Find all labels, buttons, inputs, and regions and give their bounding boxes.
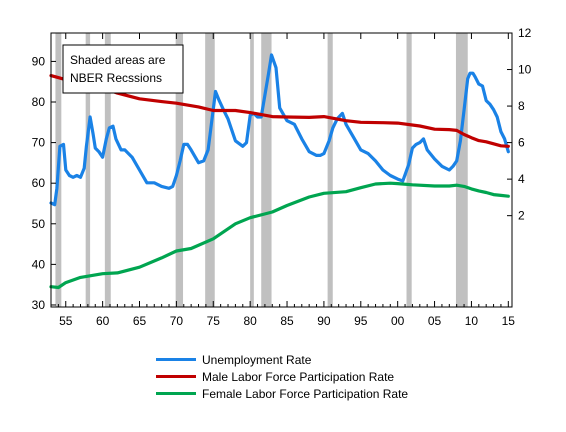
legend-label-unemployment: Unemployment Rate: [202, 352, 312, 367]
right-axis-label-6: 6: [518, 136, 525, 150]
left-axis-label-40: 40: [32, 257, 46, 271]
x-axis-label-95: 95: [354, 314, 368, 328]
series-lines: [49, 53, 510, 290]
left-axis-label-50: 50: [32, 217, 46, 231]
right-axis-label-10: 10: [518, 63, 532, 77]
x-axis-label-70: 70: [170, 314, 184, 328]
x-axis-label-05: 05: [428, 314, 442, 328]
recession-band-1: [85, 33, 91, 307]
x-axis-label-00: 00: [391, 314, 405, 328]
left-axis-label-90: 90: [32, 54, 46, 68]
series-line-0: [49, 53, 510, 207]
axes: 30 40 50 60 70 80 90 2 4 6 8 10 12 55 60 65 70 75 80 85 90 95…: [32, 26, 532, 328]
x-axis-label-60: 60: [96, 314, 110, 328]
left-axis-label-70: 70: [32, 136, 46, 150]
right-axis-label-4: 4: [518, 172, 525, 186]
recession-band-9: [455, 33, 468, 307]
recession-band-8: [406, 33, 412, 307]
recession-band-4: [205, 33, 215, 307]
legend-swatch-female-participation: [156, 392, 196, 395]
annotation-line-1: Shaded areas are: [70, 53, 166, 67]
series-line-2: [49, 181, 510, 290]
left-axis-label-80: 80: [32, 95, 46, 109]
x-axis-label-55: 55: [59, 314, 73, 328]
legend-swatch-male-participation: [156, 375, 196, 378]
left-axis-label-30: 30: [32, 298, 46, 312]
right-axis-label-8: 8: [518, 99, 525, 113]
legend-item-female-participation: Female Labor Force Participation Rate: [156, 385, 408, 402]
recession-band-2: [104, 33, 111, 307]
x-axis-label-85: 85: [280, 314, 294, 328]
plot-frame: [50, 32, 513, 308]
legend-label-male-participation: Male Labor Force Participation Rate: [202, 369, 395, 384]
x-axis-label-90: 90: [317, 314, 331, 328]
legend-label-female-participation: Female Labor Force Participation Rate: [202, 386, 409, 401]
recession-band-5: [250, 33, 254, 307]
right-axis-label-2: 2: [518, 209, 525, 223]
recession-band-6: [261, 33, 272, 307]
legend: Unemployment Rate Male Labor Force Parti…: [156, 351, 408, 402]
annotation-line-2: NBER Recssions: [70, 71, 162, 85]
x-axis-label-65: 65: [133, 314, 147, 328]
right-axis-label-12: 12: [518, 26, 532, 40]
x-axis-label-15: 15: [502, 314, 516, 328]
x-axis-label-75: 75: [207, 314, 221, 328]
left-axis-label-60: 60: [32, 176, 46, 190]
legend-item-unemployment: Unemployment Rate: [156, 351, 408, 368]
legend-swatch-unemployment: [156, 358, 196, 361]
series-line-1: [49, 74, 510, 148]
recession-band-7: [327, 33, 333, 307]
legend-item-male-participation: Male Labor Force Participation Rate: [156, 368, 408, 385]
x-axis-label-10: 10: [465, 314, 479, 328]
x-axis-label-80: 80: [243, 314, 257, 328]
annotation-box: Shaded areas are NBER Recssions: [62, 44, 184, 94]
